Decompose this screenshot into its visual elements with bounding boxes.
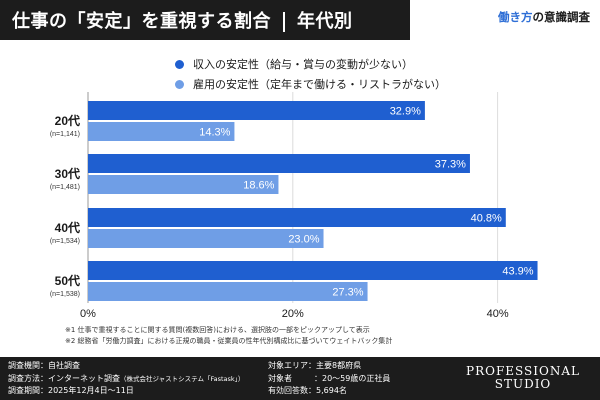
title-divider <box>283 12 285 32</box>
footer-method-key: 調査方法： <box>8 373 48 383</box>
studio-logo: PROFESSIONAL STUDIO <box>466 365 580 391</box>
title-main: 仕事の「安定」を重視する割合 <box>12 11 271 32</box>
bar-value-label: 18.6% <box>243 180 274 192</box>
footer-agency: 調査機関：自社調査 <box>8 360 244 373</box>
logo-line-2: STUDIO <box>494 377 552 391</box>
bar-employment <box>88 229 324 248</box>
page-title: 仕事の「安定」を重視する割合 年代別 <box>12 7 353 33</box>
footer-agency-key: 調査機関： <box>8 361 48 370</box>
footer-period-val: 2025年12月4日〜11日 <box>48 386 134 395</box>
brand-prefix: 働き方 <box>498 10 533 24</box>
footer-target-val: ：20〜59歳の正社員 <box>314 373 391 383</box>
bar-value-label: 23.0% <box>288 234 319 246</box>
bar-employment <box>88 122 235 141</box>
logo-line-1: PROFESSIONAL <box>466 364 580 378</box>
footer-area: 対象エリア：主要8都府県 <box>268 360 390 373</box>
title-bar: 仕事の「安定」を重視する割合 年代別 <box>0 0 410 40</box>
legend-label-income: 収入の安定性（給与・賞与の変動が少ない） <box>193 58 413 71</box>
category-label: 20代 <box>55 113 80 128</box>
bar-value-label: 43.9% <box>502 266 533 278</box>
bar-value-label: 27.3% <box>332 287 363 299</box>
bar-income <box>88 101 425 120</box>
footer-method-note: （株式会社ジャストシステム「Fastask」） <box>120 374 245 383</box>
note-2: ※2 総務省「労働力調査」における正規の職員・従業員の性年代別構成比に基づいてウ… <box>65 337 393 345</box>
chart-legend: 収入の安定性（給与・賞与の変動が少ない） 雇用の安定性（定年まで働ける・リストラ… <box>175 54 446 94</box>
bar-employment <box>88 282 368 301</box>
footer-period: 調査期間：2025年12月4日〜11日 <box>8 385 244 398</box>
category-n-label: (n=1,481) <box>50 184 80 191</box>
x-tick-label: 0% <box>80 308 96 320</box>
footer-col-right: 対象エリア：主要8都府県 対象者 ：20〜59歳の正社員 有効回答数：5,694名 <box>268 360 390 398</box>
bar-value-label: 32.9% <box>390 106 421 118</box>
footer-count-key: 有効回答数： <box>268 386 316 395</box>
bar-income <box>88 208 506 227</box>
category-label: 30代 <box>55 166 80 181</box>
brand-suffix: の意識調査 <box>532 10 591 24</box>
footer-agency-val: 自社調査 <box>48 361 80 370</box>
category-label: 40代 <box>55 220 80 235</box>
footer-period-key: 調査期間： <box>8 386 48 395</box>
footer-method-val: インターネット調査 <box>48 373 120 383</box>
note-1: ※1 仕事で重視することに関する質問(複数回答)における、選択肢の一部をピックア… <box>65 326 370 334</box>
footer: 調査機関：自社調査 調査方法：インターネット調査（株式会社ジャストシステム「Fa… <box>0 357 600 400</box>
legend-dot-income <box>175 59 184 69</box>
footer-count: 有効回答数：5,694名 <box>268 385 390 398</box>
footer-method: 調査方法：インターネット調査（株式会社ジャストシステム「Fastask」） <box>8 373 244 386</box>
legend-item-income: 収入の安定性（給与・賞与の変動が少ない） <box>175 54 446 74</box>
title-sub: 年代別 <box>297 11 353 32</box>
bar-income <box>88 154 470 173</box>
bar-value-label: 37.3% <box>435 159 466 171</box>
category-n-label: (n=1,538) <box>50 291 80 298</box>
x-tick-label: 40% <box>487 308 509 320</box>
legend-label-employment: 雇用の安定性（定年まで働ける・リストラがない） <box>193 78 446 91</box>
footer-target-key: 対象者 <box>268 373 292 383</box>
legend-item-employment: 雇用の安定性（定年まで働ける・リストラがない） <box>175 74 446 94</box>
footer-area-key: 対象エリア： <box>268 361 316 370</box>
footer-count-val: 5,694名 <box>316 386 347 395</box>
chart-notes: ※1 仕事で重視することに関する質問(複数回答)における、選択肢の一部をピックア… <box>65 325 392 347</box>
x-tick-label: 20% <box>282 308 304 320</box>
brand-label: 働き方の意識調査 <box>498 9 590 25</box>
footer-area-val: 主要8都府県 <box>316 361 362 370</box>
category-label: 50代 <box>55 273 80 288</box>
bar-value-label: 14.3% <box>199 127 230 139</box>
category-n-label: (n=1,141) <box>50 131 80 138</box>
category-n-label: (n=1,534) <box>50 238 80 245</box>
legend-dot-employment <box>175 79 184 89</box>
bar-employment <box>88 175 279 194</box>
bar-chart: 0% 20% 40% 20代 (n=1,141) 32.9% 14.3% 30代 (n=1,48… <box>50 92 538 320</box>
footer-target: 対象者 ：20〜59歳の正社員 <box>268 373 390 386</box>
bar-income <box>88 261 538 280</box>
bar-value-label: 40.8% <box>471 213 502 225</box>
footer-col-left: 調査機関：自社調査 調査方法：インターネット調査（株式会社ジャストシステム「Fa… <box>8 360 244 398</box>
